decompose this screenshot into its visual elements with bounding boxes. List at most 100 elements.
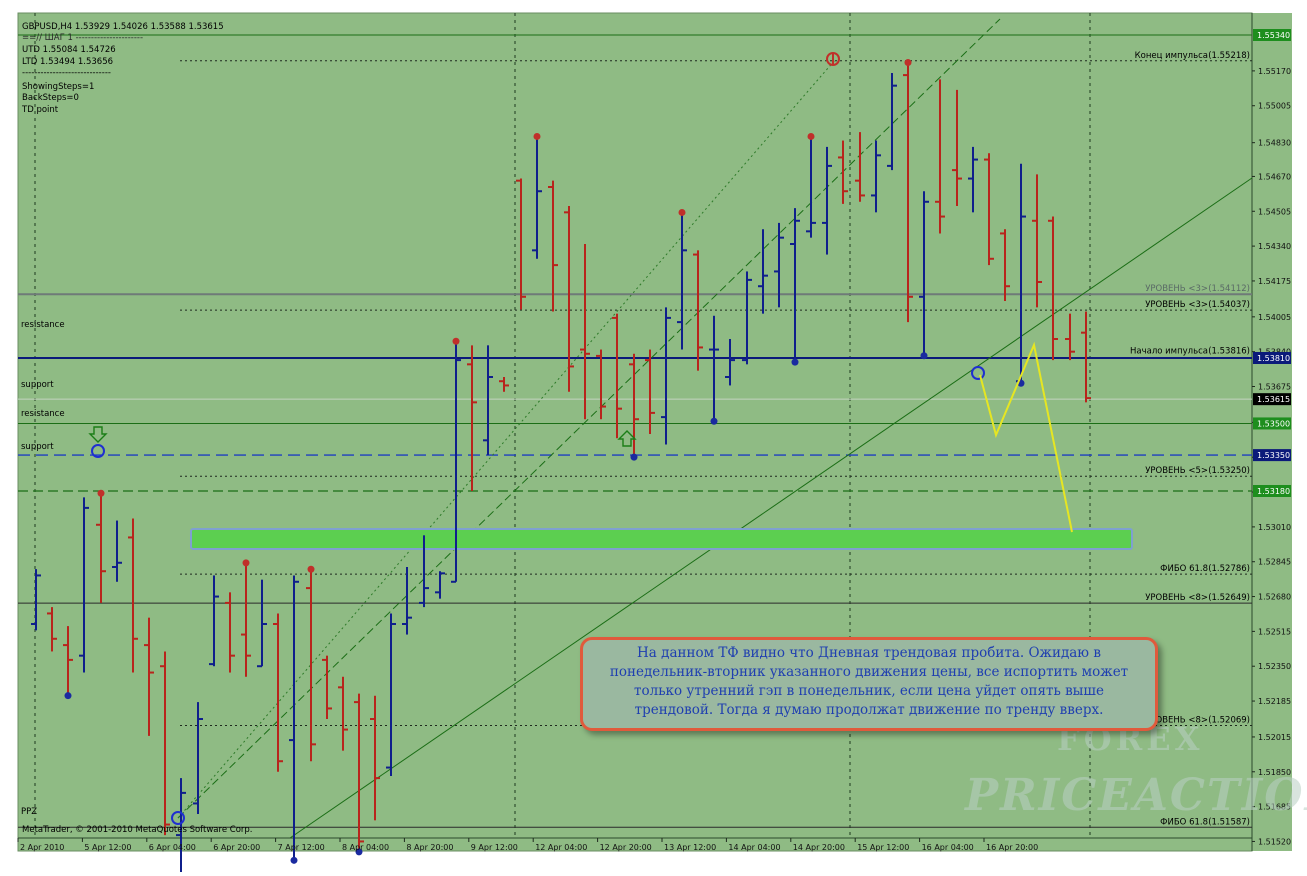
price-bar: [241, 564, 251, 677]
price-bar: [483, 345, 493, 456]
price-bar: [354, 693, 364, 850]
fractal-low-dot: [791, 358, 799, 366]
copyright: MetaTrader, © 2001-2010 MetaQuotes Softw…: [22, 825, 252, 835]
price-tag: 1.53500: [1253, 417, 1291, 430]
y-tick-label: 1.52515: [1258, 627, 1291, 636]
price-tag-label: 1.53350: [1257, 451, 1290, 460]
level-label-name: УРОВЕНЬ <3>: [1145, 300, 1208, 310]
price-bar: [209, 575, 219, 667]
y-tick-label: 1.52845: [1258, 558, 1291, 567]
price-bar: [160, 651, 170, 836]
level-label: УРОВЕНЬ <3> (1.54037): [1145, 300, 1250, 310]
level-label-name: ФИБО 61.8: [1160, 817, 1208, 827]
separator-line: -----------------------------: [22, 68, 111, 78]
x-tick-label: 7 Apr 12:00: [278, 843, 325, 852]
level-label: ФИБО 61.8 (1.51587): [1160, 817, 1250, 827]
price-bar: [790, 208, 800, 361]
level-label-value: (1.51587): [1208, 817, 1250, 827]
price-bar: [968, 146, 978, 213]
price-bar: [1000, 229, 1010, 301]
x-tick-label: 14 Apr 04:00: [728, 843, 780, 852]
y-tick-label: 1.52185: [1258, 697, 1291, 706]
level-label-name: Конец импульса: [1135, 51, 1208, 61]
level-label: УРОВЕНЬ <8> (1.52649): [1145, 593, 1250, 603]
price-tag-box: [1253, 393, 1291, 406]
trend-lines: [177, 18, 1253, 839]
level-label-value: (1.53250): [1208, 466, 1250, 476]
price-bar: [386, 613, 396, 776]
fractal-high-dot: [904, 59, 912, 67]
support-label: support: [21, 380, 54, 390]
price-bar: [838, 140, 848, 204]
level-labels: Конец импульса (1.55218) УРОВЕНЬ <3> (1.541…: [1130, 51, 1250, 828]
price-bar: [499, 376, 509, 392]
price-bar: [516, 178, 526, 310]
level-label-name: УРОВЕНЬ <5>: [1145, 466, 1208, 476]
level-label-value: (1.52786): [1208, 564, 1250, 574]
price-bar: [451, 343, 461, 583]
price-bar: [79, 497, 89, 673]
arrow-up-icon: [617, 430, 637, 447]
price-tag-box: [1253, 29, 1291, 41]
fractal-low-dot: [920, 352, 928, 360]
y-tick-label: 1.51850: [1258, 768, 1291, 777]
price-bar: [1032, 174, 1042, 308]
y-axis-labels: 1.55170 1.55005 1.54830 1.54670 1.54505 1.543…: [1252, 67, 1291, 876]
info-block: GBPUSD,H4 1.53929 1.54026 1.53588 1.5361…: [21, 22, 224, 115]
level-label-value: (1.54112): [1208, 284, 1250, 294]
y-tick-label: 1.52680: [1258, 593, 1291, 602]
ppz-label: PPZ: [21, 807, 37, 817]
level-label-value: (1.52069): [1208, 716, 1250, 726]
price-bar: [1065, 313, 1075, 361]
arrow-down-icon: [88, 426, 108, 443]
price-bar: [47, 607, 57, 652]
price-bar: [193, 702, 203, 814]
price-tag-label: 1.53180: [1257, 487, 1290, 496]
price-tag: 1.53810: [1253, 351, 1291, 364]
y-tick-label: 1.55170: [1258, 67, 1291, 76]
price-tag-box: [1253, 449, 1291, 462]
price-bar: [612, 313, 622, 439]
price-tag-box: [1253, 351, 1291, 364]
level-label: ФИБО 61.8 (1.52786): [1160, 564, 1250, 574]
trend-line-steep: [177, 18, 1001, 819]
y-tick-label: 1.54670: [1258, 172, 1291, 181]
price-bar: [1048, 216, 1058, 361]
price-bar: [580, 243, 590, 420]
back-steps: BackSteps=0: [22, 93, 79, 103]
price-bar: [855, 132, 865, 202]
level-label-name: УРОВЕНЬ <3>: [1145, 284, 1208, 294]
level-label: УРОВЕНЬ <8> (1.52069): [1145, 716, 1250, 726]
x-tick-label: 16 Apr 04:00: [922, 843, 974, 852]
price-bar: [306, 571, 316, 762]
fractal-low-dot: [64, 692, 72, 700]
price-bar: [677, 214, 687, 350]
symbol-line: GBPUSD,H4 1.53929 1.54026 1.53588 1.5361…: [22, 22, 224, 32]
axis-panel: [1252, 13, 1292, 851]
x-tick-label: 16 Apr 20:00: [986, 843, 1038, 852]
price-bar: [548, 180, 558, 312]
utd-line: UTD 1.55084 1.54726: [22, 45, 116, 55]
price-bar: [596, 349, 606, 420]
y-tick-label: 1.51685: [1258, 803, 1291, 812]
price-bar: [742, 271, 752, 365]
resistance-label: resistance: [21, 409, 65, 419]
price-bar: [806, 138, 816, 238]
fractal-low-dot: [290, 856, 298, 864]
y-tick-label: 1.52015: [1258, 733, 1291, 742]
circle-marker: [91, 444, 105, 458]
x-tick-label: 15 Apr 12:00: [857, 843, 909, 852]
price-bar: [919, 191, 929, 354]
price-bar: [128, 518, 138, 673]
y-tick-label: 1.53010: [1258, 523, 1291, 532]
circle-marker: [971, 366, 985, 380]
price-tag: 1.55340: [1253, 29, 1291, 41]
price-bar: [903, 64, 913, 323]
callout-line: только утренний гэп в понедельник, если …: [634, 683, 1104, 699]
level-label-value: (1.52649): [1208, 593, 1250, 603]
price-bar: [693, 250, 703, 371]
annotation-callout: На данном ТФ видно что Дневная трендовая…: [580, 637, 1158, 731]
x-tick-label: 12 Apr 20:00: [600, 843, 652, 852]
level-label-name: Начало импульса: [1130, 347, 1208, 357]
